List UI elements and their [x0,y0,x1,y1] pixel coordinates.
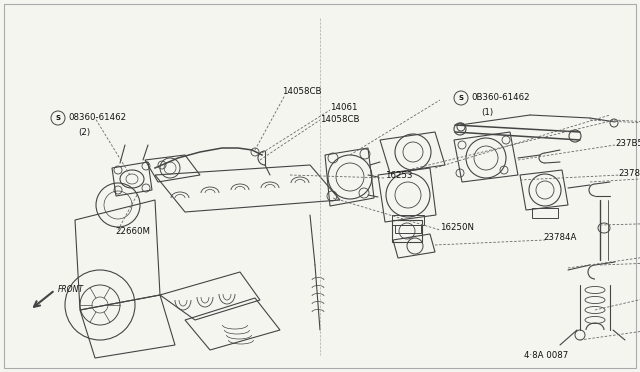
Text: 4·8A 0087: 4·8A 0087 [524,350,568,359]
Text: 14061: 14061 [330,103,358,112]
Text: 14058CB: 14058CB [282,87,321,96]
Bar [392,215,424,225]
Text: FRONT: FRONT [58,285,84,295]
Text: S: S [458,95,463,101]
Text: 0B360-61462: 0B360-61462 [471,93,530,103]
Text: 23784A: 23784A [543,234,577,243]
Circle shape [51,111,65,125]
Text: 08360-61462: 08360-61462 [68,113,126,122]
Text: 16253: 16253 [385,170,413,180]
Bar [395,225,421,233]
Text: (1): (1) [481,108,493,116]
Text: 237B5N: 237B5N [615,138,640,148]
Text: 22660M: 22660M [115,228,150,237]
Circle shape [454,91,468,105]
Text: 23781M: 23781M [618,170,640,179]
Bar [532,208,558,218]
Text: 16250N: 16250N [440,224,474,232]
Text: 14058CB: 14058CB [320,115,360,125]
Text: (2): (2) [78,128,90,137]
Text: S: S [56,115,61,121]
Bar [392,220,422,242]
